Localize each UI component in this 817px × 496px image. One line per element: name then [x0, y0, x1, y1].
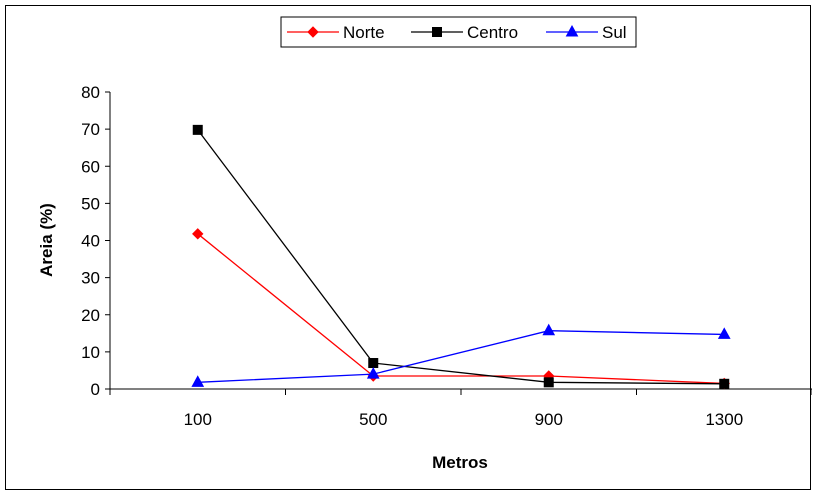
- y-axis-title: Areia (%): [37, 203, 56, 277]
- x-tick-label: 500: [359, 410, 387, 429]
- x-axis-title: Metros: [432, 453, 488, 472]
- series-sul: [191, 323, 731, 387]
- data-point-sul: [542, 323, 556, 336]
- legend-item-centro: Centro: [411, 23, 518, 42]
- data-point-norte: [192, 228, 204, 240]
- series-centro: [192, 124, 730, 389]
- data-point-centro: [368, 358, 379, 369]
- legend-item-norte: Norte: [287, 23, 385, 42]
- legend-marker: [565, 24, 579, 37]
- y-tick-label: 50: [81, 194, 100, 213]
- series-line-sul: [197, 330, 725, 383]
- series-layer: [191, 124, 731, 390]
- y-tick-label: 10: [81, 343, 100, 362]
- legend-item-sul: Sul: [546, 23, 627, 42]
- y-tick-label: 20: [81, 306, 100, 325]
- y-tick-label: 70: [81, 120, 100, 139]
- y-tick-label: 30: [81, 269, 100, 288]
- data-point-sul: [366, 367, 380, 379]
- data-point-sul: [191, 375, 205, 387]
- axes: 0 10 20 30 40 50 60 70 80 100 500 900 1300: [81, 83, 813, 429]
- y-tick-label: 80: [81, 83, 100, 102]
- legend: Norte Centro Sul: [280, 16, 637, 48]
- x-tick-label: 1300: [705, 410, 743, 429]
- legend-label: Norte: [343, 23, 385, 42]
- legend-marker: [432, 27, 442, 37]
- legend-label: Sul: [602, 23, 627, 42]
- data-point-centro: [543, 377, 554, 388]
- series-norte: [192, 228, 730, 390]
- x-tick-label: 900: [535, 410, 563, 429]
- data-point-centro: [719, 378, 730, 389]
- legend-label: Centro: [467, 23, 518, 42]
- y-tick-label: 40: [81, 232, 100, 251]
- x-tick-label: 100: [184, 410, 212, 429]
- chart-frame: Norte Centro Sul 0 10 20 30 40 50 60 70 80 100 500 90…: [5, 5, 813, 490]
- series-line-norte: [197, 233, 725, 385]
- legend-marker: [307, 26, 319, 38]
- y-tick-label: 60: [81, 157, 100, 176]
- series-line-centro: [197, 129, 725, 385]
- line-chart: Norte Centro Sul 0 10 20 30 40 50 60 70 80 100 500 90…: [37, 16, 813, 472]
- data-point-sul: [717, 327, 731, 339]
- y-tick-label: 0: [91, 380, 100, 399]
- data-point-centro: [192, 124, 203, 135]
